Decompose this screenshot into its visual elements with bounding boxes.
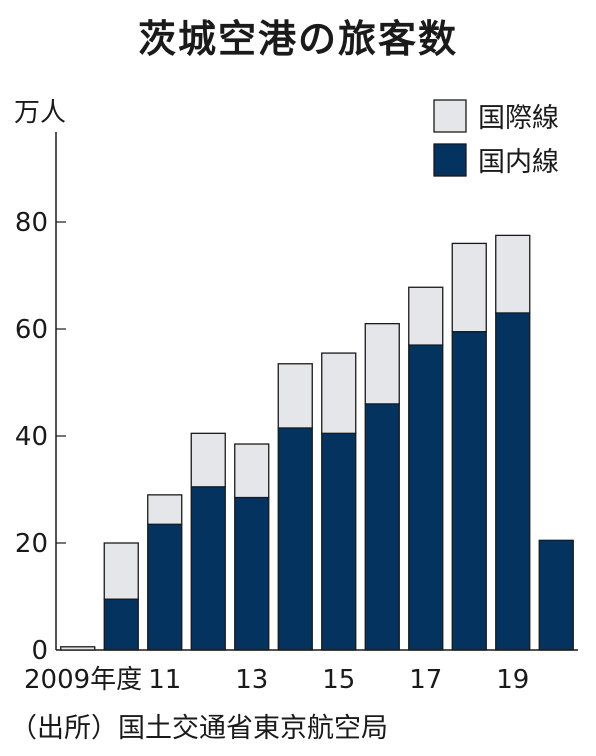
international-bar-14 [277,363,313,429]
x-tick-label: 19 [496,665,529,695]
international-bar-19 [495,234,531,314]
domestic-bar-16 [364,403,400,651]
x-tick-label: 2009年度 [24,665,142,695]
y-axis-unit-label: 万人 [14,98,67,128]
international-bar-12 [190,432,226,488]
y-tick-label: 80 [15,208,48,238]
international-bar-11 [147,494,183,525]
source-note: （出所）国土交通省東京航空局 [10,713,388,744]
y-tick-label: 0 [31,636,48,666]
domestic-bar-10 [103,598,139,651]
domestic-bar-19 [495,312,531,651]
international-bar-18 [451,242,487,333]
chart-title: 茨城空港の旅客数 [137,17,458,61]
legend-swatch-1 [433,143,467,177]
international-bar-16 [364,322,400,405]
y-tick-label: 40 [15,422,48,452]
domestic-bar-15 [321,432,357,651]
international-bar-13 [234,443,270,499]
domestic-bar-18 [451,331,487,651]
legend-swatch-0 [433,99,467,133]
domestic-bar-12 [190,486,226,651]
international-bar-15 [321,352,357,434]
international-bar-2009 [60,646,96,651]
domestic-bar-20 [538,539,574,651]
domestic-bar-11 [147,523,183,651]
x-tick-label: 11 [148,665,181,695]
domestic-bar-17 [408,344,444,651]
legend-label-0: 国際線 [478,103,559,134]
x-tick-label: 13 [235,665,268,695]
x-tick-label: 15 [322,665,355,695]
y-tick-label: 60 [15,315,48,345]
x-tick-label: 17 [409,665,442,695]
y-tick-label: 20 [15,529,48,559]
legend-label-1: 国内線 [478,147,559,178]
domestic-bar-13 [234,496,270,651]
international-bar-10 [103,542,139,600]
domestic-bar-14 [277,427,313,651]
international-bar-17 [408,286,444,346]
